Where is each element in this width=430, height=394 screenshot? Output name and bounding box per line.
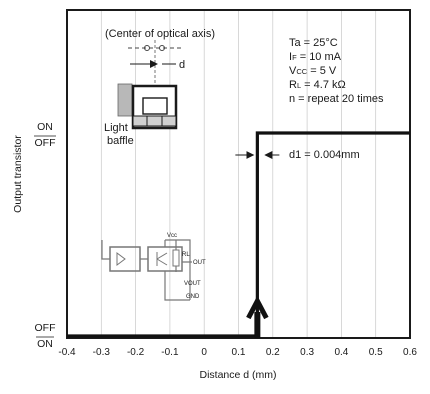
axis-marker-icon [159, 45, 165, 51]
optical-axis-label: (Center of optical axis) [105, 28, 215, 40]
condition-main: I [289, 51, 292, 63]
switch-arrow-head-icon [246, 295, 269, 320]
bottom-off-label: OFF [35, 322, 56, 334]
condition-main: R [289, 79, 297, 91]
y-axis-title: Output transistor [12, 135, 24, 213]
vcc-label: Vcc [167, 233, 177, 239]
x-tick-labels: -0.4 -0.3 -0.2 -0.1 0 0.1 0.2 0.3 0.4 0.5 0.6 [58, 347, 417, 358]
bottom-on-label: ON [37, 338, 53, 350]
x-tick-label: 0.5 [369, 347, 383, 358]
condition-line: VCC = 5 V [289, 65, 337, 77]
sensor-pins-icon [132, 115, 177, 127]
condition-subscript: F [292, 53, 297, 62]
axis-marker-icon [144, 45, 150, 51]
condition-line: n = repeat 20 times [289, 93, 384, 105]
baffle-label-line2: baffle [107, 135, 134, 147]
x-tick-label: 0.2 [266, 347, 280, 358]
d-label: d [179, 59, 185, 71]
x-tick-label: 0.3 [300, 347, 314, 358]
x-tick-label: -0.3 [93, 347, 111, 358]
vout-label: VOUT [184, 281, 201, 287]
x-tick-label: -0.1 [161, 347, 179, 358]
sensor-window-icon [142, 97, 168, 115]
baffle-label-line1: Light [104, 122, 128, 134]
x-tick-label: 0.1 [232, 347, 246, 358]
top-off-label: OFF [35, 137, 56, 149]
grid-lines [100, 10, 377, 338]
condition-main: Ta = 25°C [289, 37, 338, 49]
d1-label: d1 = 0.004mm [289, 149, 360, 161]
condition-value: = 5 V [307, 65, 337, 77]
condition-main: V [289, 65, 297, 77]
condition-subscript: L [297, 81, 301, 90]
circuit-schematic: Vcc RL OUT VOUT GND [101, 233, 206, 301]
led-diode-icon [116, 252, 126, 266]
phototransistor-block-icon [147, 246, 183, 272]
x-axis-title: Distance d (mm) [199, 369, 276, 381]
x-tick-label: 0.6 [403, 347, 417, 358]
x-tick-label: 0 [201, 347, 207, 358]
x-tick-label: -0.2 [127, 347, 145, 358]
x-tick-label: 0.4 [334, 347, 348, 358]
light-baffle-icon [117, 83, 133, 117]
switching-point-arrow [246, 295, 269, 338]
condition-line: Ta = 25°C [289, 37, 338, 49]
series-step-line [67, 131, 410, 338]
x-tick-label: -0.4 [58, 347, 76, 358]
condition-line: RL = 4.7 kΩ [289, 79, 346, 91]
plot-frame [66, 9, 411, 339]
out-label: OUT [193, 260, 206, 266]
d-arrow-head-icon [150, 60, 158, 68]
rl-label: RL [182, 252, 190, 258]
d1-annotation: d1 = 0.004mm [235, 149, 360, 161]
condition-subscript: CC [296, 67, 307, 76]
circuit-wires [101, 239, 192, 301]
condition-line: IF = 10 mA [289, 51, 342, 63]
condition-value: = 4.7 kΩ [301, 79, 346, 91]
condition-main: n = repeat 20 times [289, 93, 384, 105]
gnd-label: GND [186, 294, 200, 300]
condition-value: = 10 mA [297, 51, 342, 63]
transistor-icon [156, 252, 168, 266]
load-resistor-icon [172, 249, 180, 267]
top-on-label: ON [37, 121, 53, 133]
sensor-drawing: (Center of optical axis) d Light baffle [104, 28, 215, 147]
